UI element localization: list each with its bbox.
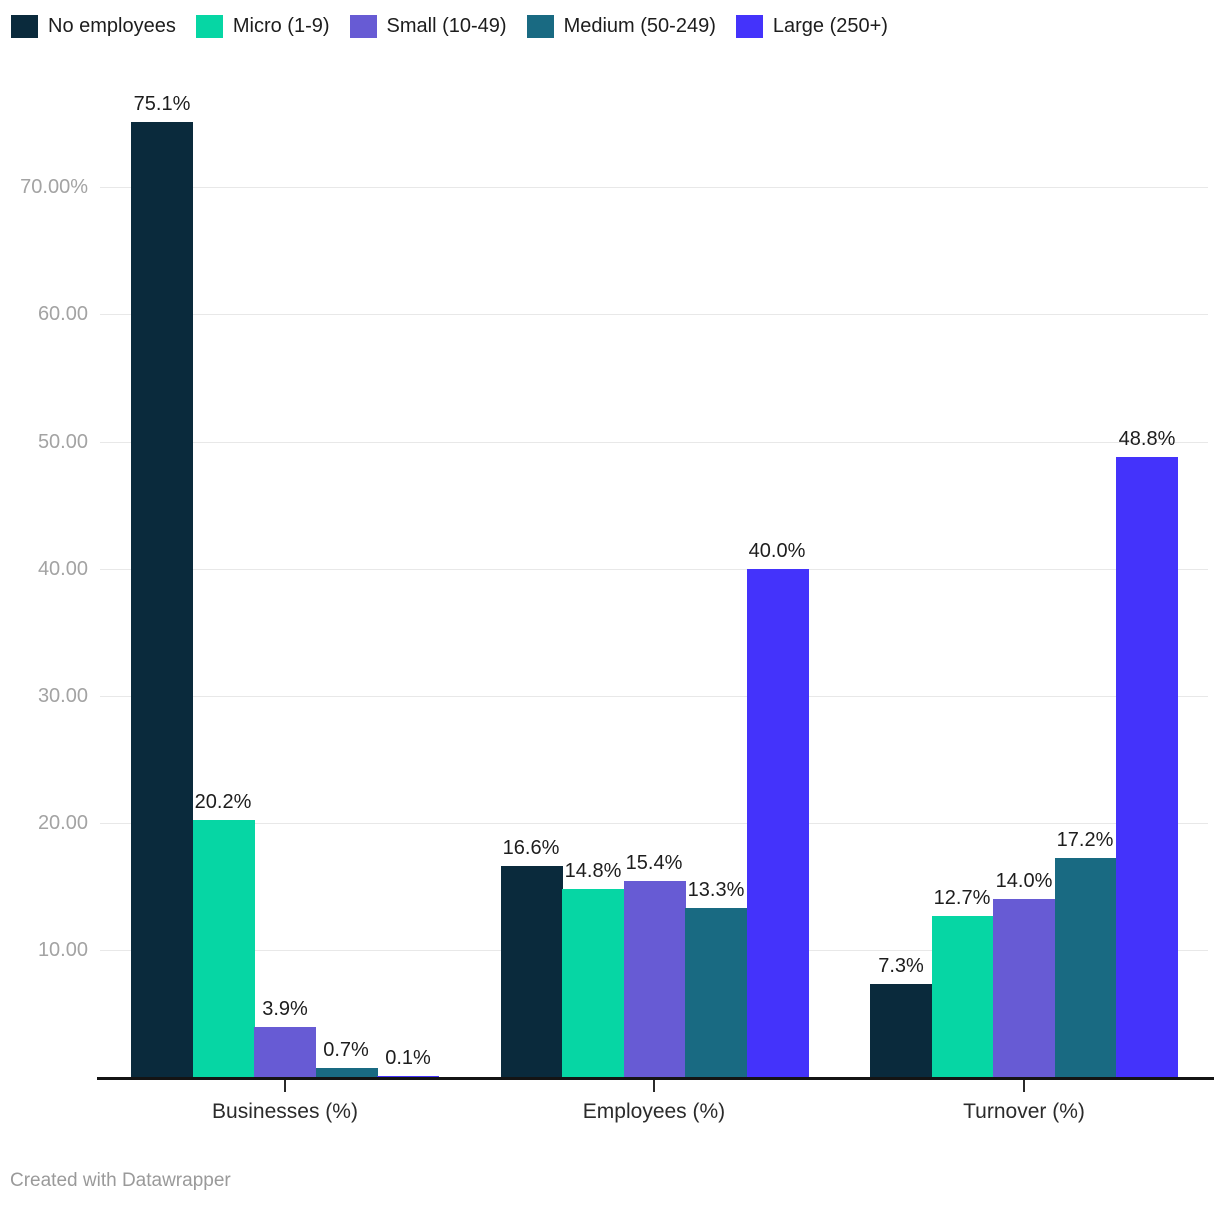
legend-item-medium-50-249: Medium (50-249) bbox=[526, 15, 716, 38]
gridline-30 bbox=[100, 696, 1208, 697]
y-axis-tick-label: 60.00 bbox=[37, 303, 88, 325]
bar-no-employees-employees bbox=[501, 866, 563, 1077]
gridline-60 bbox=[100, 314, 1208, 315]
value-label: 40.0% bbox=[748, 540, 806, 562]
value-label: 15.4% bbox=[625, 852, 683, 874]
legend-item-micro-1-9: Micro (1-9) bbox=[195, 15, 330, 38]
legend-swatch-icon bbox=[349, 15, 377, 38]
value-label: 7.3% bbox=[878, 955, 924, 977]
gridline-70 bbox=[100, 187, 1208, 188]
y-axis-tick-label: 20.00 bbox=[37, 812, 88, 834]
value-label: 13.3% bbox=[687, 879, 745, 901]
value-label: 16.6% bbox=[502, 837, 560, 859]
legend-label: Small (10-49) bbox=[386, 15, 507, 37]
x-axis-tick bbox=[653, 1080, 655, 1092]
value-label: 0.1% bbox=[385, 1047, 431, 1069]
y-axis-tick-label: 40.00 bbox=[37, 558, 88, 580]
bar-micro-1-9-employees bbox=[562, 889, 624, 1077]
value-label: 0.7% bbox=[323, 1039, 369, 1061]
y-axis-tick-label: 30.00 bbox=[37, 685, 88, 707]
bar-micro-1-9-turnover bbox=[932, 916, 994, 1077]
legend-label: No employees bbox=[48, 15, 176, 37]
gridline-20 bbox=[100, 823, 1208, 824]
legend-swatch-icon bbox=[735, 15, 763, 38]
bar-medium-50-249-businesses bbox=[316, 1068, 378, 1077]
value-label: 20.2% bbox=[194, 791, 252, 813]
category-label-employees: Employees (%) bbox=[582, 1100, 726, 1123]
bar-no-employees-businesses bbox=[131, 122, 193, 1077]
legend-item-large-250: Large (250+) bbox=[735, 15, 888, 38]
bar-small-10-49-employees bbox=[624, 881, 686, 1077]
category-label-turnover: Turnover (%) bbox=[963, 1100, 1085, 1123]
datawrapper-attribution-link[interactable]: Created with Datawrapper bbox=[10, 1170, 231, 1191]
value-label: 48.8% bbox=[1118, 428, 1176, 450]
value-label: 3.9% bbox=[262, 998, 308, 1020]
x-axis-tick bbox=[1023, 1080, 1025, 1092]
x-axis-tick bbox=[284, 1080, 286, 1092]
gridline-50 bbox=[100, 442, 1208, 443]
value-label: 17.2% bbox=[1056, 829, 1114, 851]
chart-legend: No employees Micro (1-9) Small (10-49) Medi… bbox=[11, 15, 888, 38]
legend-swatch-icon bbox=[195, 15, 223, 38]
x-axis-line bbox=[97, 1077, 1214, 1080]
value-label: 12.7% bbox=[933, 887, 991, 909]
legend-item-no-employees: No employees bbox=[11, 15, 176, 38]
bar-no-employees-turnover bbox=[870, 984, 932, 1077]
bar-medium-50-249-employees bbox=[685, 908, 747, 1077]
value-label: 14.0% bbox=[995, 870, 1053, 892]
bar-large-250-businesses bbox=[377, 1076, 439, 1077]
value-label: 75.1% bbox=[133, 93, 191, 115]
bar-small-10-49-turnover bbox=[993, 899, 1055, 1077]
bar-small-10-49-businesses bbox=[254, 1027, 316, 1077]
legend-label: Large (250+) bbox=[772, 15, 888, 37]
bar-large-250-turnover bbox=[1116, 457, 1178, 1077]
gridline-40 bbox=[100, 569, 1208, 570]
bar-large-250-employees bbox=[747, 569, 809, 1077]
bar-medium-50-249-turnover bbox=[1055, 858, 1117, 1077]
legend-swatch-icon bbox=[11, 15, 38, 38]
y-axis-tick-label: 10.00 bbox=[37, 939, 88, 961]
bar-micro-1-9-businesses bbox=[193, 820, 255, 1077]
y-axis-tick-label: 50.00 bbox=[37, 431, 88, 453]
category-label-businesses: Businesses (%) bbox=[212, 1100, 358, 1123]
y-axis-tick-label: 70.00% bbox=[20, 176, 88, 198]
value-label: 14.8% bbox=[564, 860, 622, 882]
legend-label: Micro (1-9) bbox=[232, 15, 330, 37]
legend-item-small-10-49: Small (10-49) bbox=[349, 15, 507, 38]
legend-label: Medium (50-249) bbox=[563, 15, 716, 37]
legend-swatch-icon bbox=[526, 15, 554, 38]
